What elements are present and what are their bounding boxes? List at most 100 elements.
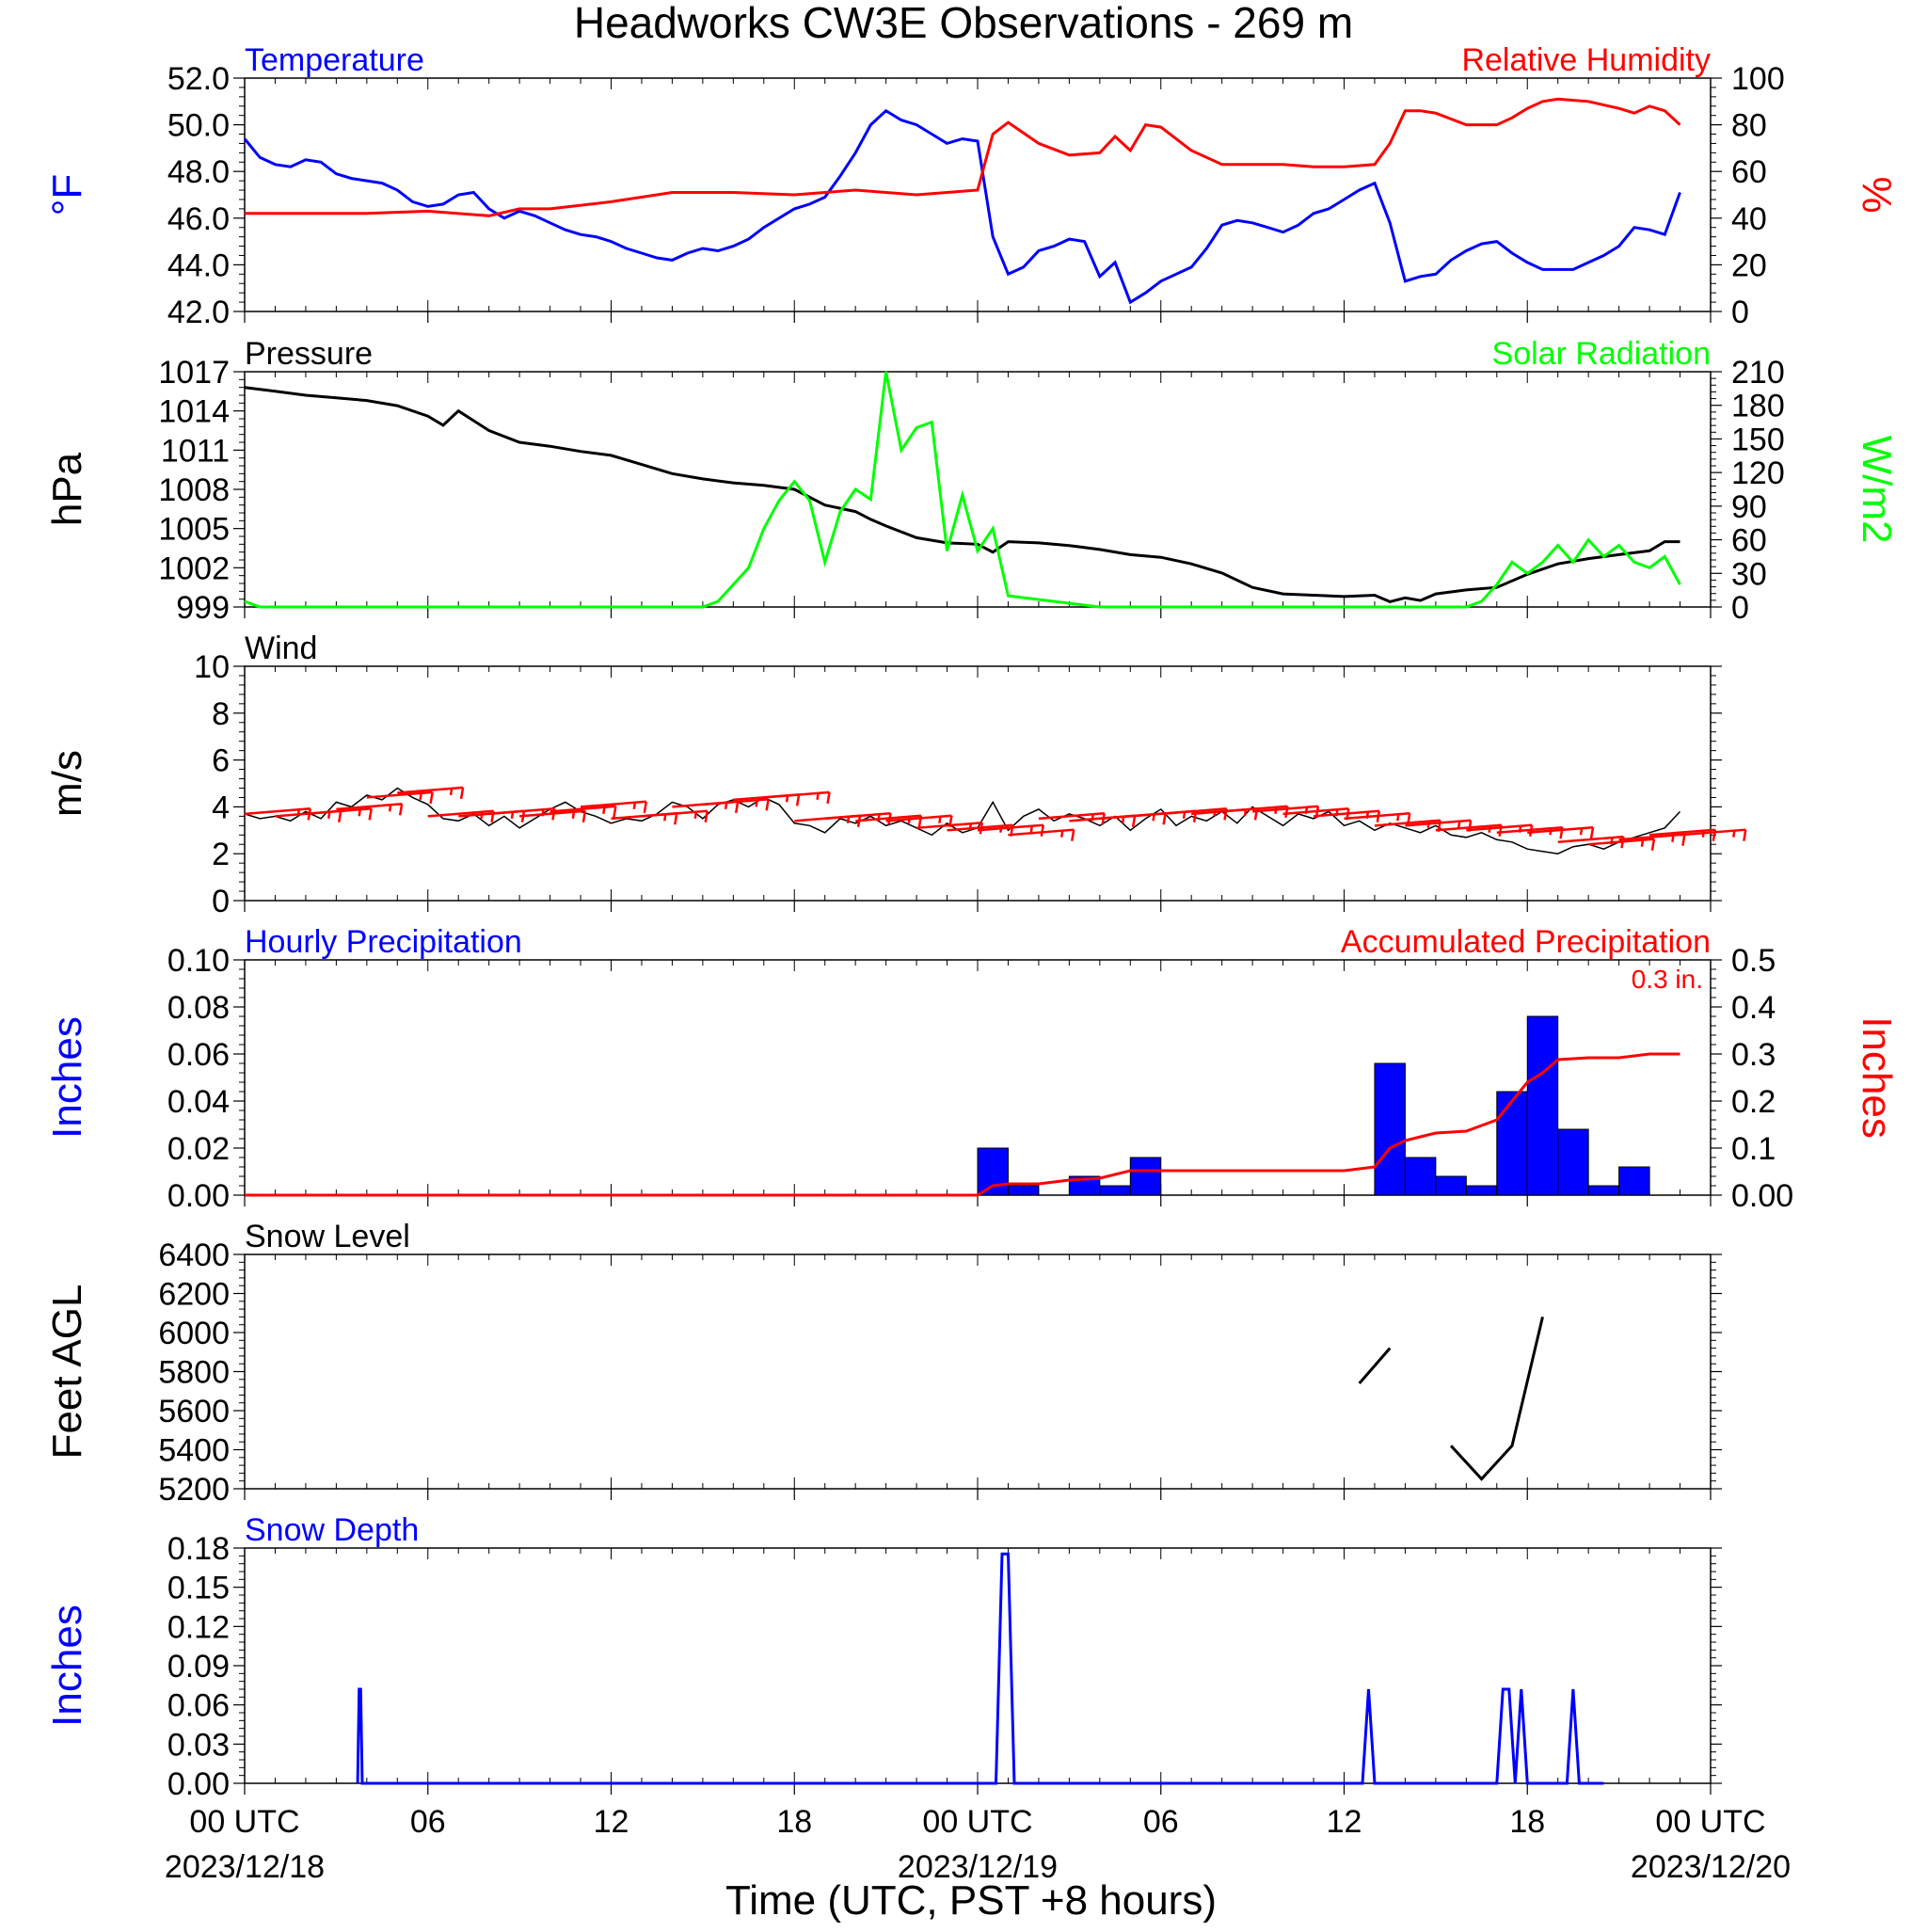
wind-barb: [1648, 828, 1715, 837]
wind-barb: [519, 809, 586, 818]
precip-total-annotation: 0.3 in.: [1632, 965, 1703, 994]
wind-barb: [1313, 809, 1379, 818]
series-line: [244, 371, 1681, 609]
panel-frame: [244, 371, 1712, 608]
y-tick-label-right: 0.5: [1731, 943, 1776, 979]
wind-barb-flag: [419, 792, 422, 801]
y-tick-label-right: 80: [1731, 108, 1767, 144]
wind-barb-flag: [613, 806, 617, 818]
y-tick-label-right: 30: [1731, 556, 1767, 592]
y-axis-label: Inches: [44, 1016, 90, 1139]
y-tick-label: 52.0: [167, 61, 230, 97]
wind-barb: [947, 823, 1013, 832]
y-tick-label: 6400: [158, 1237, 230, 1273]
x-tick-label: 06: [1143, 1804, 1179, 1840]
panel-title-left: Wind: [245, 631, 317, 666]
y-tick-label: 6: [212, 743, 230, 779]
y-tick-label-right: 90: [1731, 489, 1767, 525]
wind-barb-flag: [581, 810, 587, 822]
panel-title-right: Relative Humidity: [1461, 42, 1711, 78]
y-tick-label-right: 120: [1731, 455, 1785, 491]
wind-barb-flag: [1457, 821, 1461, 828]
wind-barb-flag: [1589, 826, 1595, 839]
wind-barb: [763, 790, 830, 799]
wind-barb-flag: [816, 792, 820, 801]
y-tick-label: 42.0: [167, 295, 230, 330]
wind-barb: [977, 823, 1043, 832]
wind-barb-flag: [1732, 830, 1736, 838]
precip-bar: [1099, 1185, 1131, 1196]
wind-barb-flag: [826, 791, 831, 805]
y-tick-label: 8: [212, 696, 230, 732]
x-tick-date: 2023/12/18: [165, 1849, 325, 1885]
wind-barb: [1527, 825, 1594, 835]
y-tick-label-right: 60: [1731, 523, 1767, 559]
x-tick-label: 06: [410, 1804, 446, 1840]
y-tick-label: 1011: [161, 433, 230, 469]
y-tick-label: 5200: [158, 1472, 230, 1508]
y-axis-label: hPa: [44, 452, 90, 526]
y-tick-label: 0.06: [167, 1688, 230, 1724]
wind-barb: [366, 790, 433, 799]
wind-barb-flag: [1162, 813, 1167, 825]
series-line: [1358, 1347, 1392, 1384]
precip-bar: [1526, 1015, 1559, 1196]
panel-precip: 0.10 0.08 0.06 0.04 0.02 0.00 0.5 0.4 0.3 0.2 0.1 0…: [44, 924, 1900, 1214]
precip-bar: [977, 1147, 1009, 1196]
wind-barb-flag: [704, 810, 709, 822]
time-axis: 00 UTC 2023/12/18 06 12 18 00 UTC 2023/12/19 06…: [165, 1804, 1791, 1885]
y-axis-label-right: Inches: [1854, 1016, 1900, 1139]
y-tick-label: 1005: [158, 512, 230, 548]
series-line: [245, 97, 1681, 217]
precip-bar: [1496, 1091, 1528, 1196]
y-tick-label-right: 150: [1731, 422, 1785, 457]
y-tick-label: 0.18: [167, 1531, 230, 1567]
y-tick-label: 4: [212, 790, 230, 825]
wind-barb: [1374, 819, 1441, 827]
wind-barb-flag: [765, 799, 770, 811]
x-tick-label: 00 UTC: [922, 1804, 1032, 1840]
panel-frame: [244, 665, 1712, 902]
y-tick-label: 6200: [158, 1277, 230, 1313]
y-tick-label-right: 0.3: [1731, 1037, 1776, 1073]
precip-bar: [1129, 1157, 1162, 1196]
y-tick-label: 0.00: [167, 1178, 230, 1214]
y-tick-label: 1002: [158, 551, 230, 586]
wind-barb-flag: [1743, 829, 1747, 841]
wind-barb-flag: [368, 808, 373, 821]
wind-barb-flag: [938, 816, 942, 823]
precip-bar: [1435, 1175, 1467, 1196]
y-tick-label: 0.04: [167, 1084, 230, 1120]
wind-barb-flag: [1640, 839, 1645, 847]
x-tick-label: 12: [1327, 1804, 1362, 1840]
wind-barb-flag: [602, 806, 606, 814]
wind-barb: [1405, 819, 1472, 827]
wind-barb-flag: [674, 813, 678, 825]
y-tick-label: 1008: [158, 472, 230, 508]
y-tick-label: 0: [212, 884, 230, 919]
wind-barb-flag: [643, 801, 648, 814]
wind-barb: [1618, 833, 1685, 841]
panel-snow_depth: 0.18 0.150.12 0.090.060.030.00 Snow Depth In…: [44, 1512, 1722, 1802]
series-line: [243, 108, 1681, 305]
wind-barb: [549, 805, 616, 813]
wind-barb-flag: [1071, 829, 1075, 841]
panels: 52.050.048.046.044.042.0100806040200Temp…: [44, 42, 1900, 1802]
y-axis-label: °F: [44, 174, 90, 216]
wind-barb: [1496, 825, 1563, 835]
wind-barb-flag: [755, 800, 758, 807]
y-tick-label: 44.0: [167, 247, 230, 283]
y-axis-label: Feet AGL: [44, 1285, 90, 1460]
wind-barb-flag: [795, 794, 801, 806]
wind-barb-flag: [1671, 835, 1675, 842]
y-tick-label: 5400: [158, 1433, 230, 1469]
y-tick-label-right: 0.4: [1731, 990, 1776, 1026]
panel-title-right: Accumulated Precipitation: [1341, 924, 1711, 960]
wind-barb: [580, 800, 646, 808]
wind-barb: [397, 786, 464, 794]
y-tick-label-right: 0.00: [1731, 1178, 1793, 1214]
y-tick-label: 0.15: [167, 1571, 230, 1606]
